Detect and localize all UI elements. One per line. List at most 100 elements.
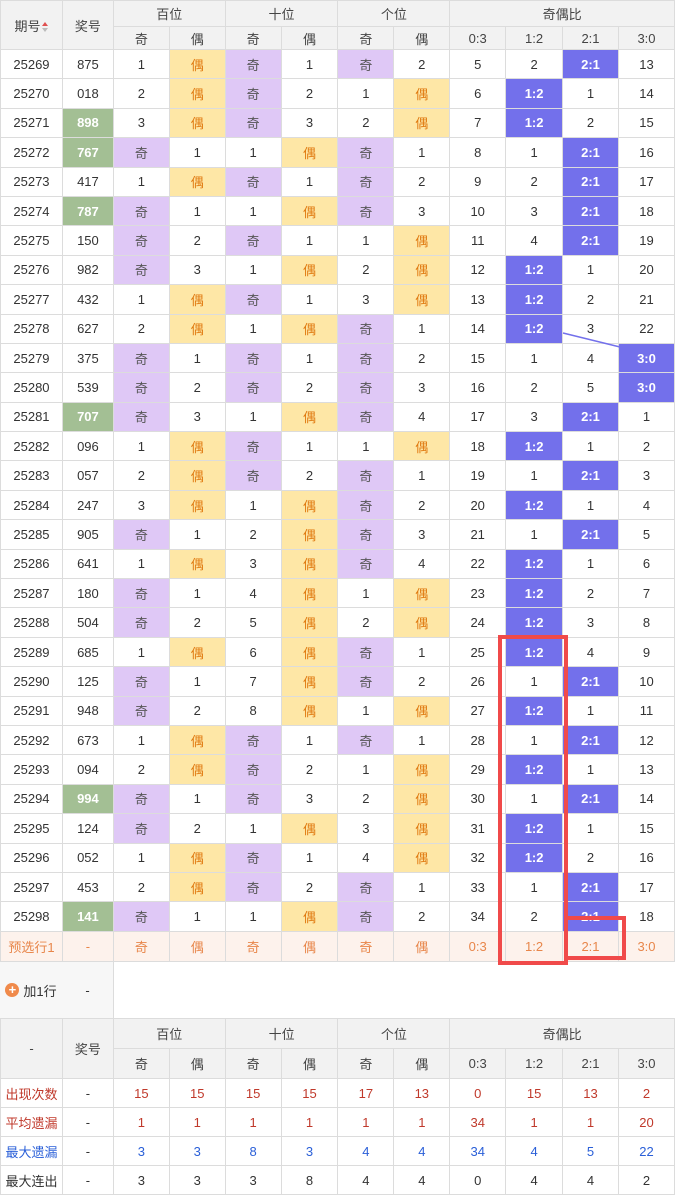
stats-corner: - <box>0 1018 63 1079</box>
ratio-12-cell: 1 <box>505 519 564 550</box>
preselect-option[interactable]: 奇 <box>112 930 170 962</box>
period-cell: 25290 <box>0 666 63 697</box>
period-cell: 25292 <box>0 724 63 756</box>
ratio-03-cell: 20 <box>449 489 507 521</box>
ratio-12-cell: 4 <box>505 225 564 256</box>
table-row: 25284 247 3 偶 1 偶奇 2 20 1:2 1 4 <box>0 489 675 521</box>
ratio-12-cell: 1 <box>505 460 564 491</box>
ratio-21-cell: 2:1 <box>562 666 619 697</box>
stats-value: 2 <box>617 1078 675 1108</box>
tens-odd-cell: 奇 <box>224 754 282 785</box>
stats-value: 4 <box>393 1165 451 1195</box>
ratio-30-cell: 17 <box>617 871 675 903</box>
tens-even-cell: 偶 <box>280 401 339 433</box>
draw-cell: 787 <box>61 195 114 227</box>
period-cell: 25282 <box>0 431 63 462</box>
trend-table: 期号 奖号 百位 十位 个位 奇偶比 奇 偶 奇 偶 奇 偶 0:3 1:2 2… <box>0 0 675 962</box>
preselect-option[interactable]: 偶 <box>280 930 339 962</box>
preselect-option[interactable]: 奇 <box>337 930 395 962</box>
ratio-30-cell: 4 <box>617 489 675 521</box>
table-row: 25276 982 奇 3 1 偶 2 偶 12 1:2 1 20 <box>0 254 675 286</box>
hundreds-odd-cell: 3 <box>112 107 170 139</box>
table-row: 25275 150 奇 2 奇 1 1 偶 11 4 2:1 19 <box>0 225 675 256</box>
units-odd-cell: 奇 <box>337 636 395 668</box>
preselect-option[interactable]: 偶 <box>393 930 451 962</box>
table-row: 25269 875 1 偶奇 1 奇 2 5 2 2:1 13 <box>0 48 675 80</box>
units-even-cell: 3 <box>393 195 451 227</box>
ratio-12-cell: 1:2 <box>505 107 564 139</box>
hundreds-even-cell: 偶 <box>168 636 226 668</box>
ratio-21-cell: 1 <box>562 431 619 462</box>
col-period-header[interactable]: 期号 <box>0 0 63 50</box>
ratio-12-cell: 1:2 <box>505 607 564 638</box>
hundreds-even-cell: 1 <box>168 666 226 697</box>
units-even-cell: 2 <box>393 166 451 197</box>
stats-draw-header: 奖号 <box>61 1018 114 1079</box>
stats-draw: - <box>61 1136 114 1166</box>
group-units-header: 个位 <box>337 0 451 27</box>
stats-value: 4 <box>562 1165 619 1195</box>
table-row: 25297 453 2 偶奇 2 奇 1 33 1 2:1 17 <box>0 871 675 903</box>
preselect-option[interactable]: 偶 <box>168 930 226 962</box>
stats-value: 1 <box>280 1107 339 1137</box>
table-row: 25278 627 2 偶 1 偶奇 1 14 1:2 3 22 <box>0 313 675 344</box>
hundreds-odd-cell: 2 <box>112 754 170 785</box>
tens-even-cell: 2 <box>280 871 339 903</box>
units-even-cell: 偶 <box>393 107 451 139</box>
stats-value: 13 <box>562 1078 619 1108</box>
tens-odd-cell: 6 <box>224 636 282 668</box>
tens-odd-cell: 奇 <box>224 372 282 403</box>
units-even-cell: 偶 <box>393 813 451 844</box>
period-cell: 25274 <box>0 195 63 227</box>
ratio-03-cell: 22 <box>449 548 507 580</box>
draw-cell: 094 <box>61 754 114 785</box>
hundreds-even-cell: 偶 <box>168 842 226 873</box>
hundreds-odd-cell: 1 <box>112 284 170 315</box>
ratio-30-cell: 8 <box>617 607 675 638</box>
draw-cell: 982 <box>61 254 114 286</box>
ratio-03-cell: 32 <box>449 842 507 873</box>
table-row: 25291 948 奇 2 8 偶 1 偶 27 1:2 1 11 <box>0 695 675 726</box>
ratio-03-cell: 18 <box>449 431 507 462</box>
hundreds-odd-cell: 奇 <box>112 137 170 168</box>
ratio-21-cell: 1 <box>562 813 619 844</box>
tens-even-cell: 偶 <box>280 666 339 697</box>
ratio-12-cell: 2 <box>505 372 564 403</box>
tens-even-cell: 偶 <box>280 489 339 521</box>
ratio-30-cell: 15 <box>617 813 675 844</box>
preselect-option[interactable]: 2:1 <box>562 930 619 962</box>
preselect-option[interactable]: 3:0 <box>617 930 675 962</box>
stats-value: 1 <box>168 1107 226 1137</box>
tens-even-cell: 3 <box>280 783 339 815</box>
hundreds-odd-cell: 1 <box>112 48 170 80</box>
preselect-row[interactable]: 预选行1- 奇偶奇偶奇偶 0:3 1:2 2:1 3:0 <box>0 930 675 962</box>
preselect-option[interactable]: 奇 <box>224 930 282 962</box>
table-row: 25296 052 1 偶奇 1 4 偶 32 1:2 2 16 <box>0 842 675 873</box>
stats-value: 15 <box>224 1078 282 1108</box>
period-cell: 25283 <box>0 460 63 491</box>
stats-value: 13 <box>393 1078 451 1108</box>
hundreds-even-cell: 1 <box>168 195 226 227</box>
stats-sub-header: 1:2 <box>505 1048 564 1079</box>
preselect-option[interactable]: 0:3 <box>449 930 507 962</box>
ratio-21-cell: 2:1 <box>562 401 619 433</box>
sub-header: 奇 <box>337 26 395 50</box>
table-row: 25271 898 3 偶奇 3 2 偶 7 1:2 2 15 <box>0 107 675 139</box>
hundreds-odd-cell: 1 <box>112 842 170 873</box>
preselect-option[interactable]: 1:2 <box>505 930 564 962</box>
ratio-21-cell: 2 <box>562 107 619 139</box>
sort-icon[interactable] <box>42 22 49 33</box>
tens-odd-cell: 1 <box>224 401 282 433</box>
tens-odd-cell: 1 <box>224 313 282 344</box>
add-row-button[interactable]: + 加1行 <box>0 962 63 1019</box>
ratio-03-cell: 15 <box>449 342 507 374</box>
units-even-cell: 1 <box>393 724 451 756</box>
preselect-label: 预选行1 <box>0 930 63 962</box>
ratio-21-cell: 3 <box>562 313 619 344</box>
group-tens-header: 十位 <box>224 0 339 27</box>
table-row: 25292 673 1 偶奇 1 奇 1 28 1 2:1 12 <box>0 724 675 756</box>
units-odd-cell: 1 <box>337 225 395 256</box>
ratio-03-cell: 16 <box>449 372 507 403</box>
tens-even-cell: 偶 <box>280 313 339 344</box>
